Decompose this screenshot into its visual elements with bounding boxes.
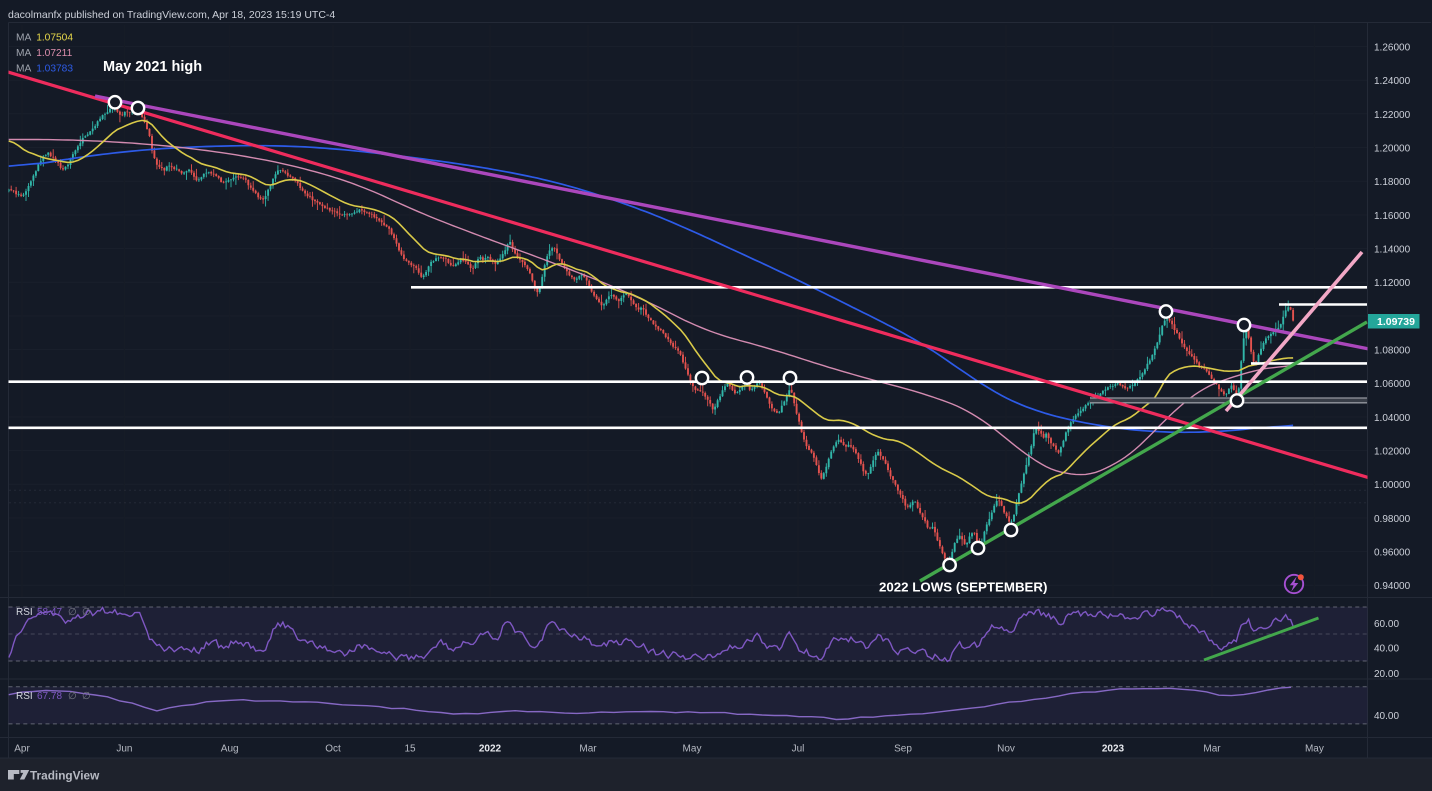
svg-text:1.20000: 1.20000 bbox=[1374, 144, 1411, 155]
svg-text:67.78: 67.78 bbox=[37, 691, 62, 702]
svg-text:May: May bbox=[683, 744, 702, 755]
svg-text:1.16000: 1.16000 bbox=[1374, 211, 1411, 222]
svg-text:1.18000: 1.18000 bbox=[1374, 177, 1411, 188]
svg-text:2022 LOWS (SEPTEMBER): 2022 LOWS (SEPTEMBER) bbox=[879, 580, 1047, 595]
svg-text:1.02000: 1.02000 bbox=[1374, 447, 1411, 458]
svg-text:∅: ∅ bbox=[82, 691, 91, 702]
svg-text:Jul: Jul bbox=[792, 744, 805, 755]
svg-text:∅: ∅ bbox=[68, 607, 77, 618]
svg-text:60.00: 60.00 bbox=[1374, 619, 1399, 630]
svg-text:1.14000: 1.14000 bbox=[1374, 245, 1411, 256]
svg-text:TradingView: TradingView bbox=[30, 769, 100, 783]
svg-text:Sep: Sep bbox=[894, 744, 912, 755]
svg-text:1.00000: 1.00000 bbox=[1374, 480, 1411, 491]
svg-text:Oct: Oct bbox=[325, 744, 341, 755]
svg-text:0.98000: 0.98000 bbox=[1374, 514, 1411, 525]
svg-text:2022: 2022 bbox=[479, 744, 502, 755]
svg-text:20.00: 20.00 bbox=[1374, 669, 1399, 680]
svg-text:May: May bbox=[1305, 744, 1324, 755]
svg-text:1.07504: 1.07504 bbox=[36, 33, 73, 44]
svg-text:Mar: Mar bbox=[1203, 744, 1221, 755]
svg-text:1.24000: 1.24000 bbox=[1374, 76, 1411, 87]
svg-text:0.96000: 0.96000 bbox=[1374, 548, 1411, 559]
svg-text:Apr: Apr bbox=[14, 744, 30, 755]
svg-text:MA: MA bbox=[16, 48, 31, 59]
svg-text:15: 15 bbox=[404, 744, 416, 755]
svg-text:1.26000: 1.26000 bbox=[1374, 43, 1411, 54]
svg-text:1.12000: 1.12000 bbox=[1374, 278, 1411, 289]
svg-text:1.06000: 1.06000 bbox=[1374, 379, 1411, 390]
svg-text:∅: ∅ bbox=[68, 691, 77, 702]
svg-text:1.22000: 1.22000 bbox=[1374, 110, 1411, 121]
svg-text:1.08000: 1.08000 bbox=[1374, 346, 1411, 357]
svg-text:40.00: 40.00 bbox=[1374, 711, 1399, 722]
svg-text:Nov: Nov bbox=[997, 744, 1015, 755]
svg-text:Aug: Aug bbox=[221, 744, 239, 755]
svg-text:40.00: 40.00 bbox=[1374, 644, 1399, 655]
svg-text:May 2021 high: May 2021 high bbox=[103, 59, 202, 75]
svg-text:RSI: RSI bbox=[16, 691, 33, 702]
svg-text:1.09739: 1.09739 bbox=[1377, 316, 1415, 328]
svg-text:RSI: RSI bbox=[16, 607, 33, 618]
svg-text:0.94000: 0.94000 bbox=[1374, 581, 1411, 592]
svg-text:1.03783: 1.03783 bbox=[36, 64, 73, 75]
svg-text:1.04000: 1.04000 bbox=[1374, 413, 1411, 424]
svg-text:∅: ∅ bbox=[82, 607, 91, 618]
svg-text:1.07211: 1.07211 bbox=[36, 48, 72, 59]
svg-text:MA: MA bbox=[16, 33, 31, 44]
svg-text:58.47: 58.47 bbox=[37, 607, 62, 618]
svg-text:Mar: Mar bbox=[579, 744, 597, 755]
svg-text:MA: MA bbox=[16, 64, 31, 75]
svg-text:dacolmanfx published on Tradin: dacolmanfx published on TradingView.com,… bbox=[8, 9, 335, 21]
svg-text:2023: 2023 bbox=[1102, 744, 1125, 755]
svg-text:Jun: Jun bbox=[116, 744, 132, 755]
